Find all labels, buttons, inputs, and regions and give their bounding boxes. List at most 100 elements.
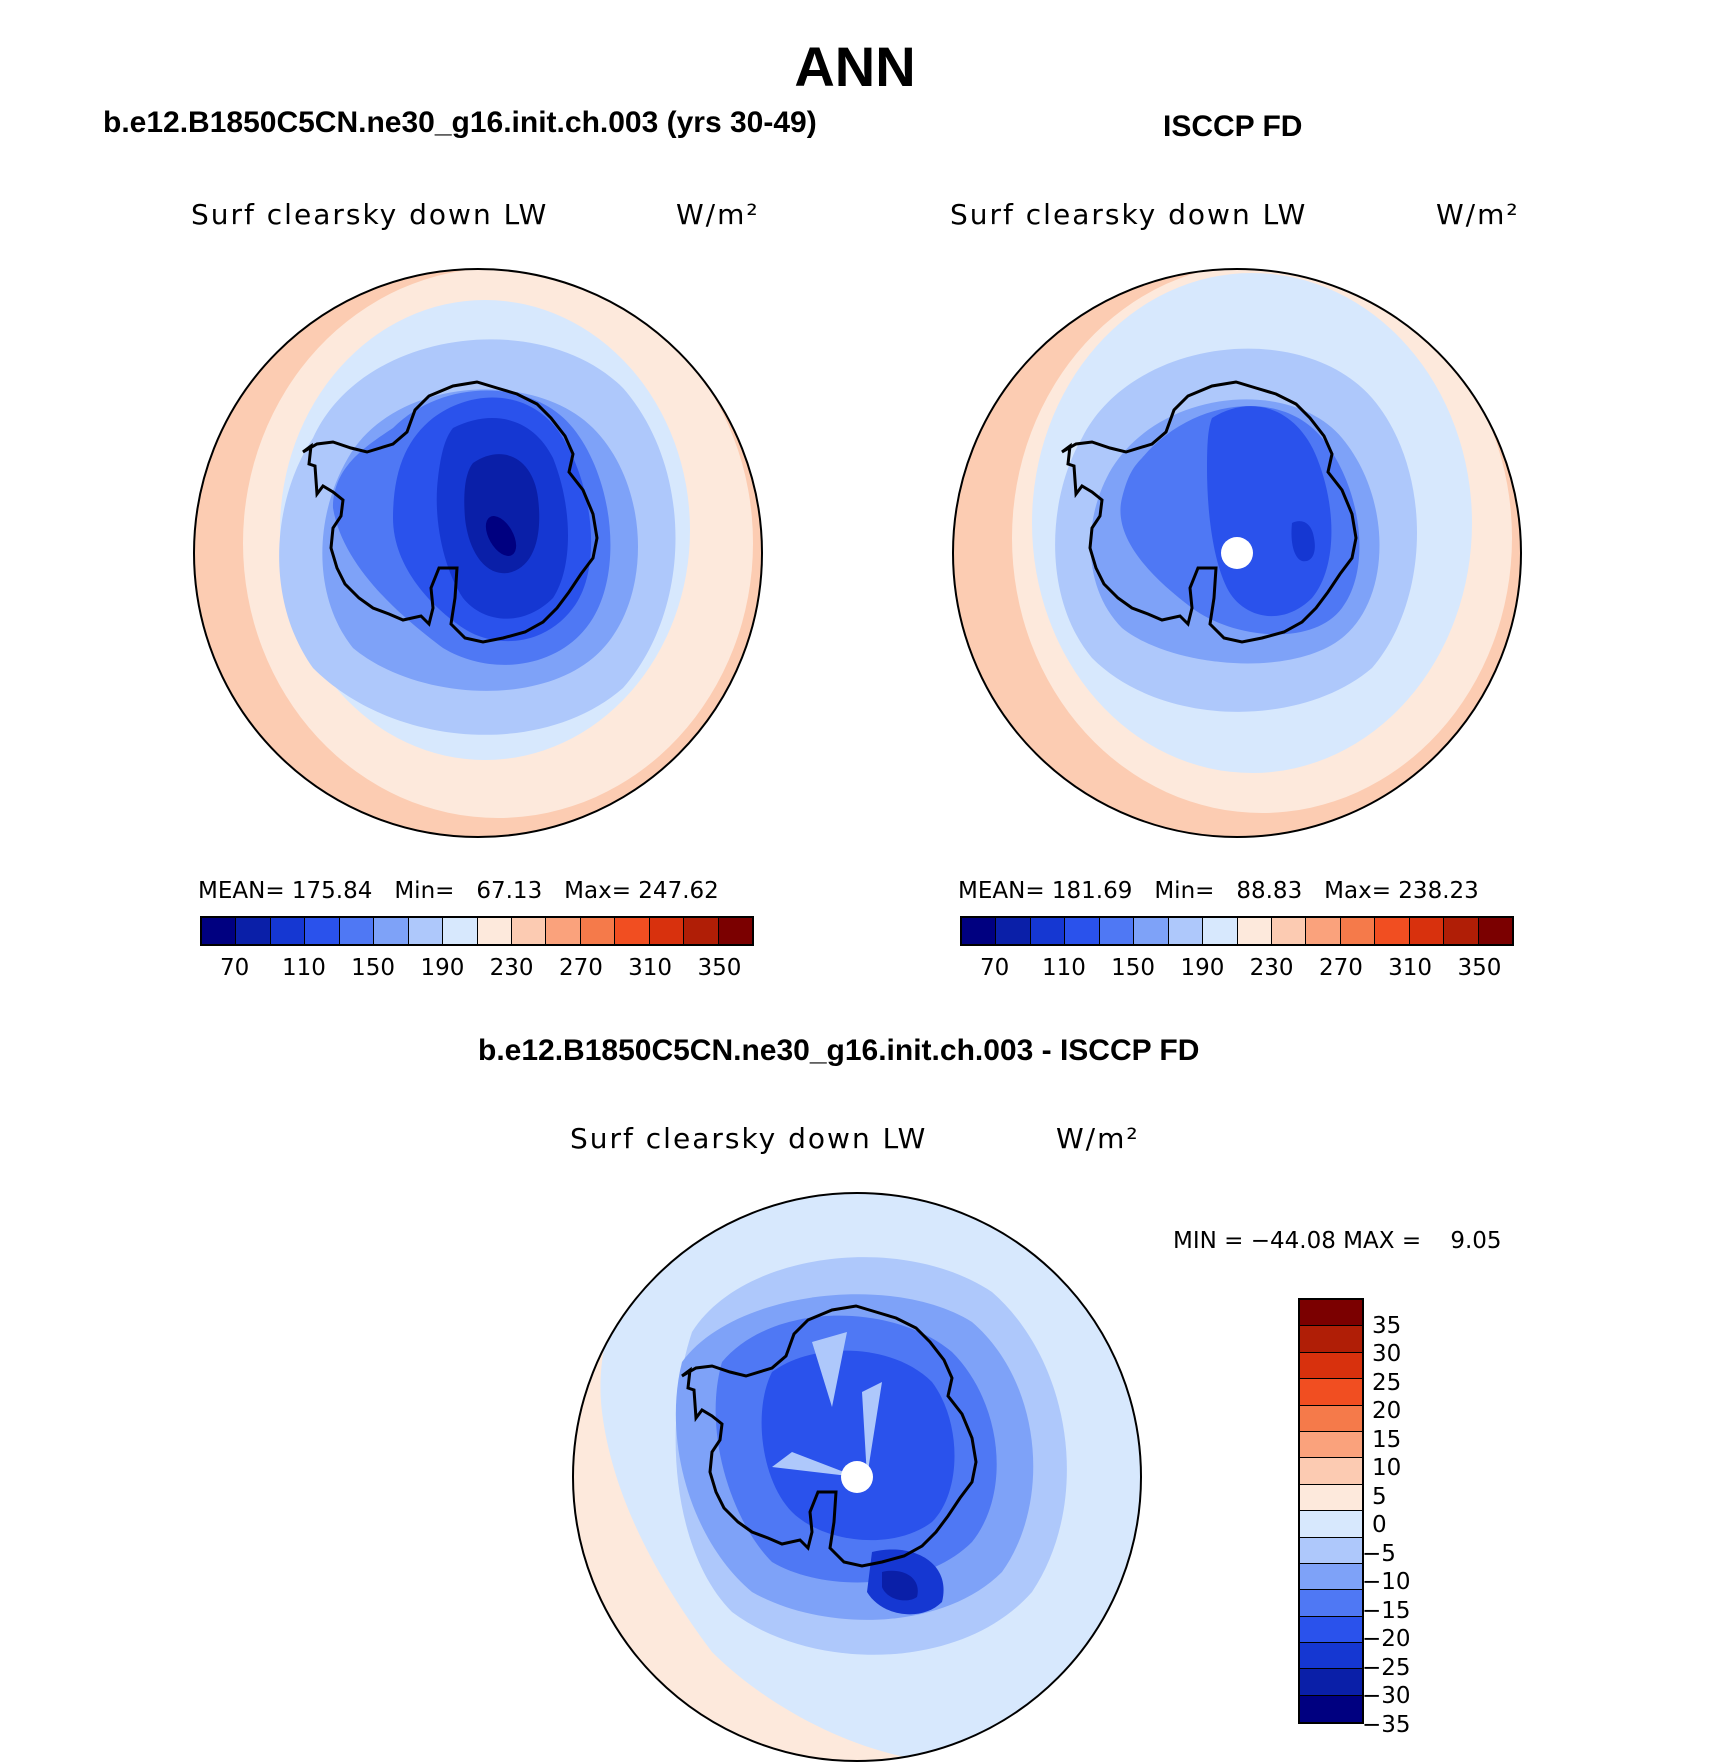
colorbar-swatch	[684, 918, 719, 944]
panel1-ice-minimum	[485, 516, 517, 556]
panel2-tick: 150	[1111, 955, 1156, 981]
colorbar-swatch	[1306, 918, 1341, 944]
panel3-tick: 10	[1372, 1455, 1402, 1481]
panel2-case-title: ISCCP FD	[1163, 110, 1303, 143]
panel2-ice-level-3	[1291, 521, 1315, 562]
colorbar-swatch	[1030, 918, 1066, 944]
figure-title: ANN	[794, 35, 916, 98]
colorbar-swatch	[1134, 918, 1169, 944]
panel3-variable-label: Surf clearsky down LW	[570, 1122, 928, 1155]
panel2-tick: 270	[1318, 955, 1363, 981]
panel3-tick: −10	[1362, 1569, 1411, 1595]
panel2-units-label: W/m²	[1436, 198, 1520, 231]
panel2-tick: 350	[1457, 955, 1502, 981]
colorbar-swatch	[1375, 918, 1410, 944]
panel2-tick: 110	[1041, 955, 1086, 981]
colorbar-swatch	[1444, 918, 1479, 944]
colorbar-swatch	[1300, 1590, 1362, 1617]
panel1-tick: 230	[489, 955, 534, 981]
panel3-map-boundary	[572, 1192, 1142, 1762]
panel3-tick: −30	[1362, 1683, 1411, 1709]
panel2-tick: 70	[979, 955, 1010, 981]
colorbar-swatch	[1300, 1326, 1362, 1353]
panel3-tick: −5	[1362, 1541, 1396, 1567]
colorbar-swatch	[1409, 918, 1445, 944]
colorbar-swatch	[1300, 1379, 1362, 1406]
colorbar-swatch	[1300, 1616, 1362, 1644]
panel3-tick: 35	[1372, 1313, 1402, 1339]
panel3-tick: 25	[1372, 1370, 1402, 1396]
colorbar-swatch	[1300, 1669, 1362, 1696]
colorbar-swatch	[202, 918, 237, 944]
panel1-antarctica-coastline	[302, 380, 599, 644]
panel1-tick: 110	[281, 955, 326, 981]
panel3-tick: 0	[1372, 1512, 1387, 1538]
colorbar-swatch	[1300, 1300, 1362, 1327]
panel1-polar-map	[193, 268, 763, 838]
panel2-colorbar	[960, 916, 1514, 946]
colorbar-swatch	[339, 918, 375, 944]
colorbar-swatch	[580, 918, 616, 944]
colorbar-swatch	[996, 918, 1031, 944]
colorbar-swatch	[1271, 918, 1307, 944]
panel2-antarctica-coastline	[1061, 380, 1358, 644]
panel3-tick: 15	[1372, 1427, 1402, 1453]
panel3-polar-map	[572, 1192, 1142, 1762]
colorbar-swatch	[1478, 918, 1512, 944]
colorbar-swatch	[649, 918, 685, 944]
panel1-stats: MEAN= 175.84 Min= 67.13 Max= 247.62	[198, 878, 719, 904]
panel2-tick: 230	[1249, 955, 1294, 981]
panel3-stats: MIN = −44.08 MAX = 9.05	[1173, 1228, 1502, 1254]
colorbar-swatch	[408, 918, 444, 944]
colorbar-swatch	[718, 918, 752, 944]
panel3-tick: 30	[1372, 1341, 1402, 1367]
panel3-tick: −15	[1362, 1598, 1411, 1624]
colorbar-swatch	[236, 918, 271, 944]
colorbar-swatch	[1065, 918, 1100, 944]
colorbar-swatch	[1300, 1695, 1362, 1723]
colorbar-swatch	[1168, 918, 1204, 944]
panel2-tick: 190	[1180, 955, 1225, 981]
panel1-variable-label: Surf clearsky down LW	[191, 198, 549, 231]
panel3-negative-20-region	[761, 1350, 955, 1541]
colorbar-swatch	[1203, 918, 1238, 944]
panel3-units-label: W/m²	[1056, 1122, 1140, 1155]
panel1-units-label: W/m²	[676, 198, 760, 231]
panel2-polar-map	[952, 268, 1522, 838]
colorbar-swatch	[374, 918, 409, 944]
panel2-tick: 310	[1388, 955, 1433, 981]
panel3-tick: 20	[1372, 1398, 1402, 1424]
panel3-tick: −25	[1362, 1655, 1411, 1681]
colorbar-swatch	[305, 918, 340, 944]
panel2-stats: MEAN= 181.69 Min= 88.83 Max= 238.23	[958, 878, 1479, 904]
colorbar-swatch	[1300, 1431, 1362, 1459]
panel1-tick: 70	[219, 955, 250, 981]
colorbar-swatch	[1300, 1352, 1362, 1380]
panel2-variable-label: Surf clearsky down LW	[950, 198, 1308, 231]
panel3-negative-30-region	[882, 1570, 918, 1601]
panel1-colorbar	[200, 916, 754, 946]
panel1-tick: 350	[697, 955, 742, 981]
panel1-case-title: b.e12.B1850C5CN.ne30_g16.init.ch.003 (yr…	[103, 106, 817, 139]
panel3-colorbar	[1298, 1298, 1364, 1725]
panel1-colorbar-ticks: 70 110 150 190 230 270 310 350	[200, 955, 754, 985]
panel1-tick: 270	[558, 955, 603, 981]
panel3-pole-gap	[841, 1461, 873, 1493]
panel1-map-boundary	[193, 268, 763, 838]
colorbar-swatch	[1099, 918, 1135, 944]
colorbar-swatch	[1300, 1563, 1362, 1591]
colorbar-swatch	[1300, 1458, 1362, 1485]
colorbar-swatch	[962, 918, 997, 944]
colorbar-swatch	[443, 918, 478, 944]
colorbar-swatch	[477, 918, 512, 944]
panel1-ice-level-4	[464, 454, 540, 574]
panel3-tick: 5	[1372, 1484, 1387, 1510]
colorbar-swatch	[546, 918, 581, 944]
panel1-tick: 310	[628, 955, 673, 981]
colorbar-swatch	[1300, 1537, 1362, 1564]
colorbar-swatch	[511, 918, 547, 944]
panel3-case-title: b.e12.B1850C5CN.ne30_g16.init.ch.003 - I…	[478, 1034, 1200, 1067]
panel1-tick: 150	[351, 955, 396, 981]
panel2-colorbar-ticks: 70 110 150 190 230 270 310 350	[960, 955, 1514, 985]
panel3-tick: −35	[1362, 1712, 1411, 1738]
